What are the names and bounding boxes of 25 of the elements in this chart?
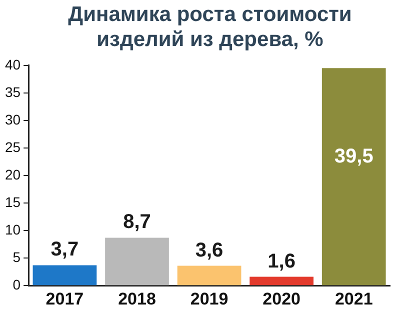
y-tick-label: 15 bbox=[4, 194, 21, 210]
x-tick-label: 2021 bbox=[334, 289, 373, 308]
x-tick-label: 2018 bbox=[118, 289, 156, 308]
bar bbox=[32, 265, 97, 286]
y-tick-label: 5 bbox=[12, 248, 21, 265]
y-tick-label: 30 bbox=[4, 111, 21, 128]
x-tick-label: 2019 bbox=[190, 289, 228, 308]
bar bbox=[322, 68, 386, 286]
data-label: 3,7 bbox=[50, 238, 79, 261]
y-tick-label: 0 bbox=[12, 276, 21, 292]
y-tick-label: 25 bbox=[4, 138, 21, 155]
data-label: 8,7 bbox=[123, 211, 151, 234]
y-tick-label: 10 bbox=[4, 221, 21, 238]
bar bbox=[250, 276, 314, 286]
y-tick-label: 35 bbox=[4, 84, 21, 100]
y-tick-label: 40 bbox=[4, 56, 21, 72]
data-label: 39,5 bbox=[334, 145, 374, 168]
bar bbox=[105, 238, 169, 286]
data-label: 1,6 bbox=[268, 250, 296, 272]
x-tick-label: 2017 bbox=[46, 289, 84, 308]
chart-title: Динамика роста стоимости изделий из дерева, % bbox=[67, 2, 353, 52]
x-tick-label: 2020 bbox=[262, 289, 300, 308]
bar bbox=[177, 266, 242, 286]
y-tick-label: 20 bbox=[4, 166, 21, 182]
data-label: 3,6 bbox=[195, 239, 224, 262]
